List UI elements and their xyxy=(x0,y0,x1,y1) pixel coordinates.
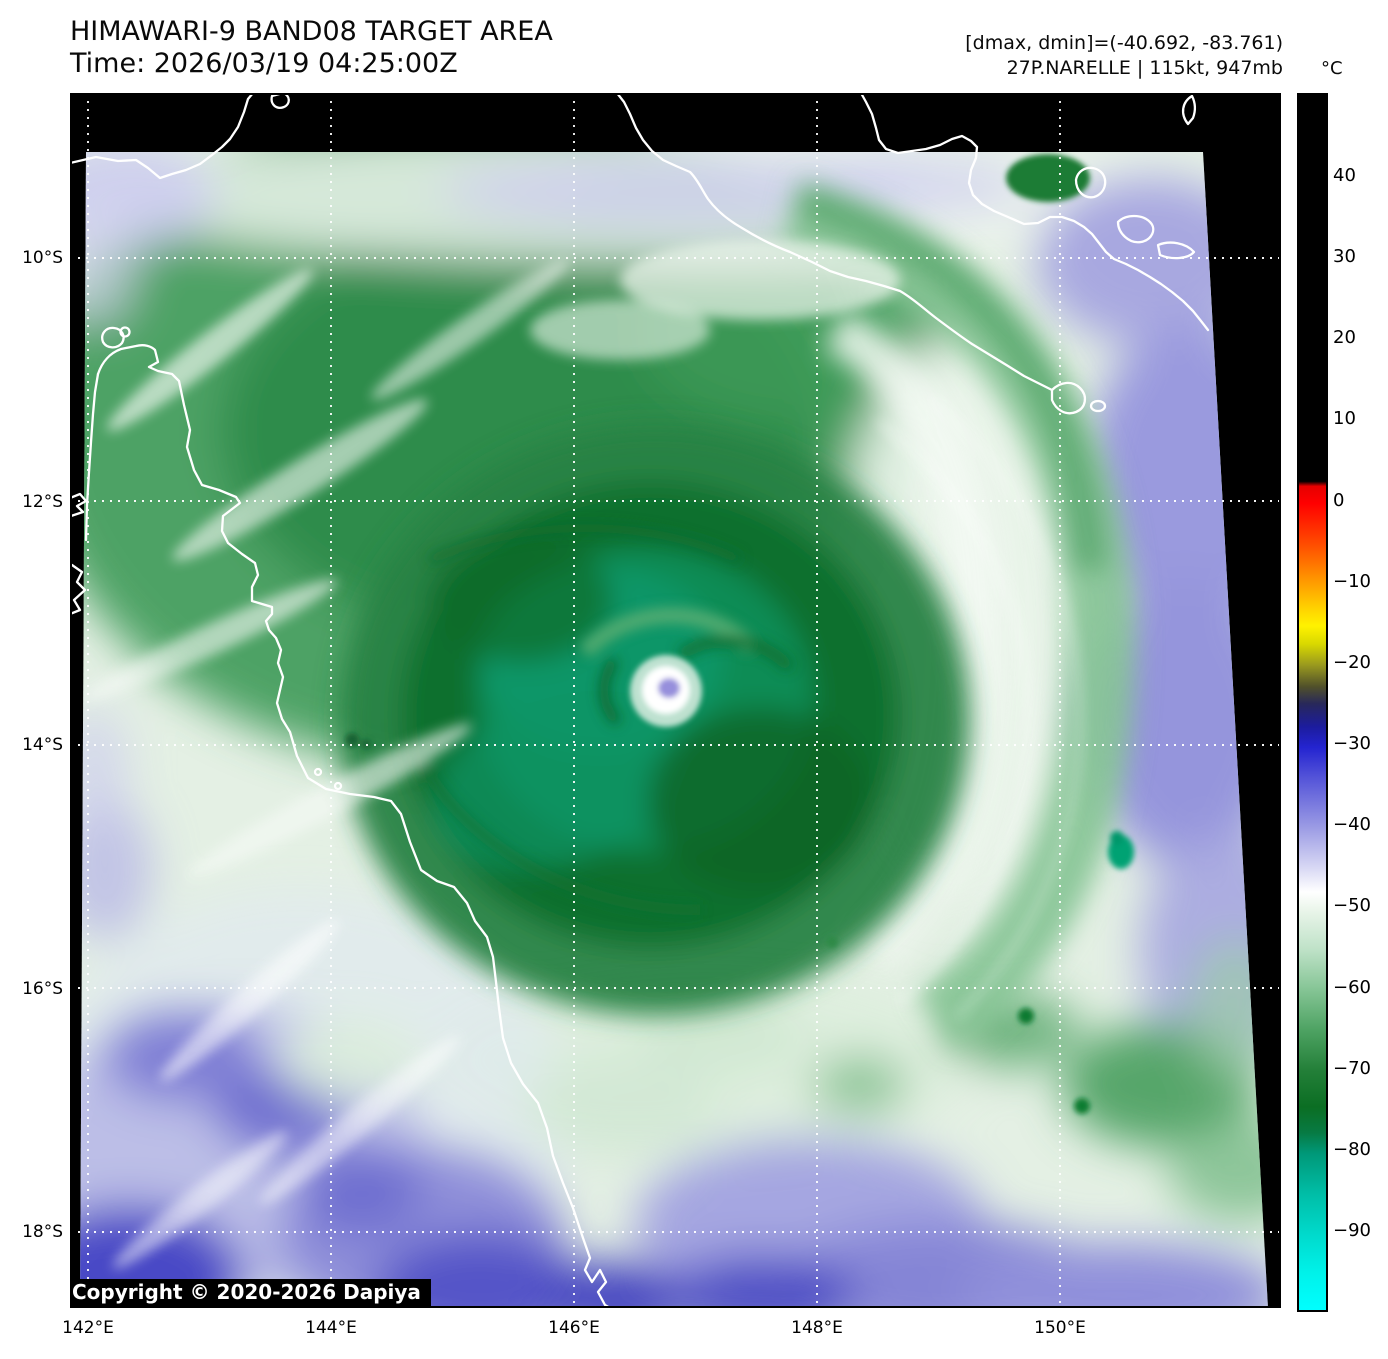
colorbar-tick-label: −60 xyxy=(1333,976,1371,998)
grid-lines xyxy=(70,93,1281,1308)
annotation-block: [dmax, dmin]=(-40.692, -83.761) 27P.NARE… xyxy=(965,31,1283,81)
satellite-image xyxy=(70,93,1281,1308)
colorbar-tick-label: 10 xyxy=(1333,408,1356,430)
colorbar-tick-label: −70 xyxy=(1333,1057,1371,1079)
colorbar-tick-label: −90 xyxy=(1333,1219,1371,1241)
figure-time: Time: 2026/03/19 04:25:00Z xyxy=(70,48,458,79)
figure-title: HIMAWARI-9 BAND08 TARGET AREA xyxy=(70,16,553,47)
satellite-swath xyxy=(80,152,1268,1308)
lat-tick-label: 18°S xyxy=(22,1222,63,1242)
colorbar-tick-label: −40 xyxy=(1333,814,1371,836)
lon-tick-label: 150°E xyxy=(1034,1318,1086,1338)
colorbar-tick-label: 30 xyxy=(1333,246,1356,268)
colorbar-tick-label: −10 xyxy=(1333,570,1371,592)
colorbar-gradient xyxy=(1299,95,1326,1310)
colorbar-tick-label: −80 xyxy=(1333,1138,1371,1160)
lon-tick-label: 142°E xyxy=(62,1318,114,1338)
lat-tick-label: 16°S xyxy=(22,978,63,999)
colorbar-tick-label: −30 xyxy=(1333,733,1371,755)
copyright-badge: Copyright © 2020-2026 Dapiya xyxy=(70,1279,431,1306)
title-block: HIMAWARI-9 BAND08 TARGET AREA Time: 2026… xyxy=(70,16,553,80)
map-plot: Copyright © 2020-2026 Dapiya xyxy=(70,93,1281,1308)
colorbar-tick-label: −20 xyxy=(1333,651,1371,673)
lon-tick-label: 146°E xyxy=(548,1318,600,1338)
cyclone-eye xyxy=(630,655,702,727)
lat-tick-label: 10°S xyxy=(22,248,63,268)
lon-tick-label: 148°E xyxy=(791,1318,843,1338)
colorbar-tick-label: 20 xyxy=(1333,327,1356,349)
lat-tick-label: 12°S xyxy=(22,491,63,512)
coastline-overlay xyxy=(70,93,1210,1308)
lon-tick-label: 144°E xyxy=(305,1318,357,1338)
lat-tick-label: 14°S xyxy=(22,735,63,755)
storm-info-label: 27P.NARELLE | 115kt, 947mb xyxy=(1006,57,1283,79)
colorbar-tick-label: 0 xyxy=(1333,489,1345,511)
colorbar-tick-label: 40 xyxy=(1333,165,1356,186)
colorbar-tick-label: −50 xyxy=(1333,895,1371,917)
colorbar xyxy=(1297,93,1328,1312)
colorbar-unit-label: °C xyxy=(1321,58,1343,79)
dmax-dmin-label: [dmax, dmin]=(-40.692, -83.761) xyxy=(965,32,1283,54)
